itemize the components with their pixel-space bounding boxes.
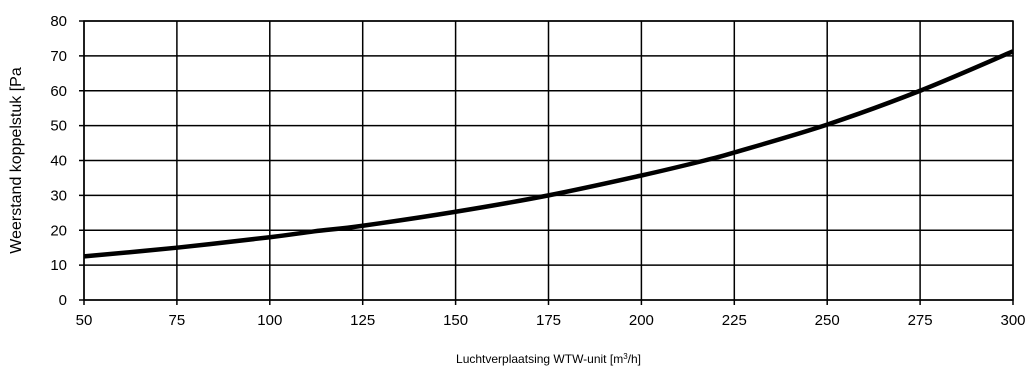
y-tick-label: 30	[50, 187, 67, 204]
x-tick-label: 250	[815, 312, 840, 329]
tick-layer: 50 75 100 125 150 175 200 225 250 275 300 0 10 20 30 40…	[50, 13, 1025, 329]
y-tick-label: 50	[50, 118, 67, 135]
x-tick-label: 75	[169, 312, 186, 329]
series-line-0	[83, 49, 1014, 259]
x-axis-label-superscript: 3	[623, 352, 628, 361]
x-axis-label-end: /h]	[628, 352, 641, 366]
y-tick-label: 70	[50, 48, 67, 65]
grid-layer	[83, 20, 1014, 301]
y-tick-label: 0	[59, 292, 67, 309]
x-axis-label-base: Luchtverplaatsing WTW-unit [m	[456, 352, 623, 366]
x-tick-label: 300	[1000, 312, 1025, 329]
y-tick-label: 40	[50, 153, 67, 170]
y-tick-label: 20	[50, 222, 67, 239]
x-tick-label: 200	[629, 312, 654, 329]
x-axis-label: Luchtverplaatsing WTW-unit [m3/h]	[456, 352, 641, 367]
x-tick-label: 175	[536, 312, 561, 329]
x-tick-label: 225	[722, 312, 747, 329]
y-axis-label: Weerstand koppelstuk [Pa	[8, 67, 25, 254]
x-tick-label: 150	[443, 312, 468, 329]
series-layer	[83, 49, 1014, 259]
y-tick-label: 80	[50, 13, 67, 30]
x-tick-label: 275	[908, 312, 933, 329]
x-tick-label: 50	[76, 312, 93, 329]
x-tick-label: 100	[257, 312, 282, 329]
y-tick-label: 60	[50, 83, 67, 100]
y-tick-label: 10	[50, 257, 67, 274]
x-tick-label: 125	[350, 312, 375, 329]
